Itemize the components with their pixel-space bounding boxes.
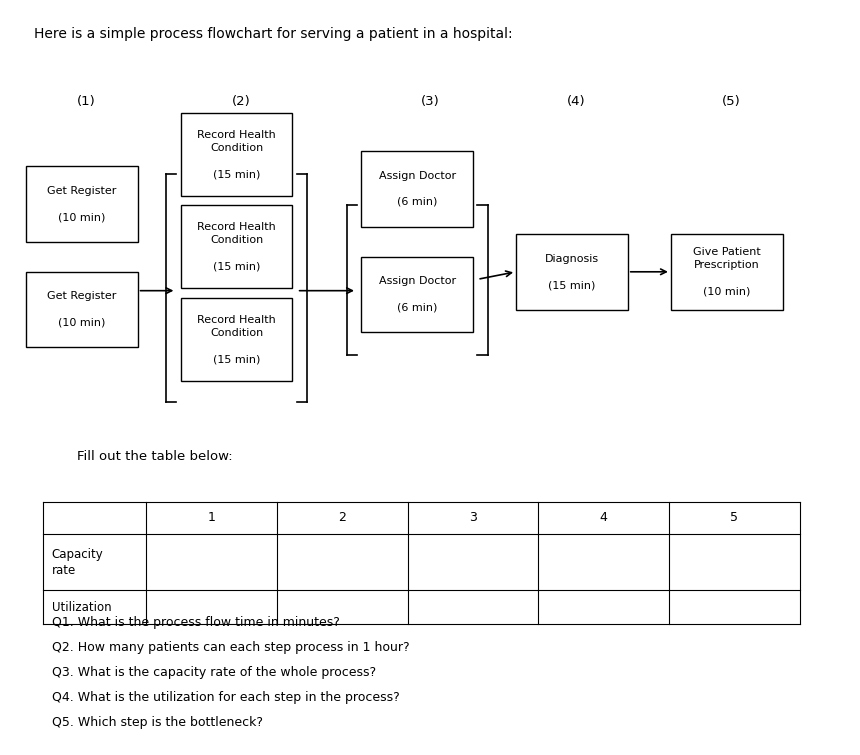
Text: Assign Doctor

(6 min): Assign Doctor (6 min): [378, 171, 456, 207]
Text: (4): (4): [567, 95, 586, 109]
Text: Q1. What is the process flow time in minutes?: Q1. What is the process flow time in min…: [52, 616, 340, 630]
Text: 2: 2: [338, 511, 347, 525]
FancyBboxPatch shape: [516, 234, 628, 310]
Text: Get Register

(10 min): Get Register (10 min): [47, 186, 116, 222]
FancyBboxPatch shape: [361, 151, 473, 226]
Text: Assign Doctor

(6 min): Assign Doctor (6 min): [378, 276, 456, 313]
Text: Get Register

(10 min): Get Register (10 min): [47, 291, 116, 328]
Text: Record Health
Condition

(15 min): Record Health Condition (15 min): [197, 222, 276, 272]
Text: Q2. How many patients can each step process in 1 hour?: Q2. How many patients can each step proc…: [52, 641, 409, 655]
FancyBboxPatch shape: [181, 298, 292, 381]
Text: Here is a simple process flowchart for serving a patient in a hospital:: Here is a simple process flowchart for s…: [34, 27, 513, 41]
Text: 3: 3: [469, 511, 477, 525]
Text: Q3. What is the capacity rate of the whole process?: Q3. What is the capacity rate of the who…: [52, 666, 376, 680]
Text: (2): (2): [231, 95, 250, 109]
FancyBboxPatch shape: [361, 257, 473, 332]
Text: Capacity
rate: Capacity rate: [52, 547, 103, 577]
FancyBboxPatch shape: [181, 205, 292, 288]
Text: 4: 4: [599, 511, 608, 525]
Text: Give Patient
Prescription

(10 min): Give Patient Prescription (10 min): [693, 247, 760, 297]
FancyBboxPatch shape: [26, 166, 138, 242]
FancyBboxPatch shape: [26, 272, 138, 347]
Text: Record Health
Condition

(15 min): Record Health Condition (15 min): [197, 315, 276, 365]
Text: 5: 5: [730, 511, 739, 525]
Text: Q4. What is the utilization for each step in the process?: Q4. What is the utilization for each ste…: [52, 691, 399, 704]
Text: (5): (5): [722, 95, 740, 109]
FancyBboxPatch shape: [671, 234, 783, 310]
Text: Utilization: Utilization: [52, 601, 111, 614]
Text: Diagnosis

(15 min): Diagnosis (15 min): [545, 254, 599, 290]
Text: Record Health
Condition

(15 min): Record Health Condition (15 min): [197, 130, 276, 180]
Text: (3): (3): [421, 95, 439, 109]
Text: Fill out the table below:: Fill out the table below:: [77, 450, 233, 464]
Text: 1: 1: [207, 511, 216, 525]
FancyBboxPatch shape: [181, 113, 292, 196]
Text: (1): (1): [77, 95, 95, 109]
Text: Q5. Which step is the bottleneck?: Q5. Which step is the bottleneck?: [52, 716, 262, 729]
